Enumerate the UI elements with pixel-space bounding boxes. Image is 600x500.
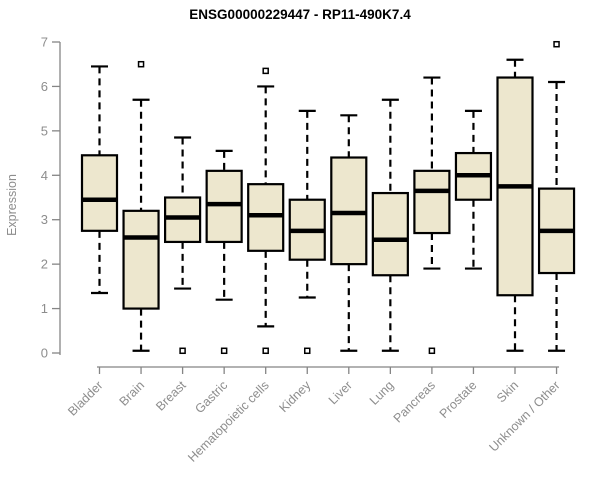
box-pancreas [413, 169, 451, 235]
box-bladder [80, 154, 119, 232]
box-lung [371, 191, 409, 277]
chart-title: ENSG00000229447 - RP11-490K7.4 [189, 7, 411, 22]
x-tick-label: Bladder [65, 378, 105, 418]
x-tick-label: Liver [326, 378, 355, 407]
outlier-point [428, 347, 436, 355]
y-tick-label: 2 [41, 257, 48, 272]
y-tick-label: 1 [41, 301, 48, 316]
x-tick-label: Pancreas [391, 378, 438, 425]
y-tick-label: 4 [41, 168, 48, 183]
y-tick-label: 0 [41, 346, 48, 361]
y-tick-label: 5 [41, 123, 48, 138]
x-tick-label: Brain [117, 378, 148, 409]
x-tick-label: Prostate [437, 378, 480, 421]
x-tick-label: Hematopoietic cells [185, 378, 272, 465]
y-tick-label: 6 [41, 79, 48, 94]
plot-area: 0 1 2 3 4 5 6 7 Bladder Brain Breast GastricHematop… [41, 35, 576, 465]
outlier-point [304, 347, 311, 355]
x-tick-label: Gastric [192, 378, 230, 416]
outlier-point [220, 347, 228, 355]
x-tick-label: Skin [494, 378, 521, 405]
outlier-point [179, 347, 186, 355]
x-tick-label: Unknown / Other [486, 378, 562, 454]
x-tick-label: Lung [367, 378, 397, 408]
x-tick-label: Breast [153, 378, 189, 414]
outlier-point [137, 60, 145, 68]
y-tick-label: 3 [41, 212, 48, 227]
box-brain [122, 209, 160, 310]
y-tick-label: 7 [41, 35, 48, 50]
x-tick-label: Kidney [276, 378, 313, 415]
outlier-point [553, 40, 560, 48]
y-axis-label: Expression [5, 174, 19, 236]
outlier-point [262, 347, 269, 355]
outlier-point [262, 67, 269, 75]
